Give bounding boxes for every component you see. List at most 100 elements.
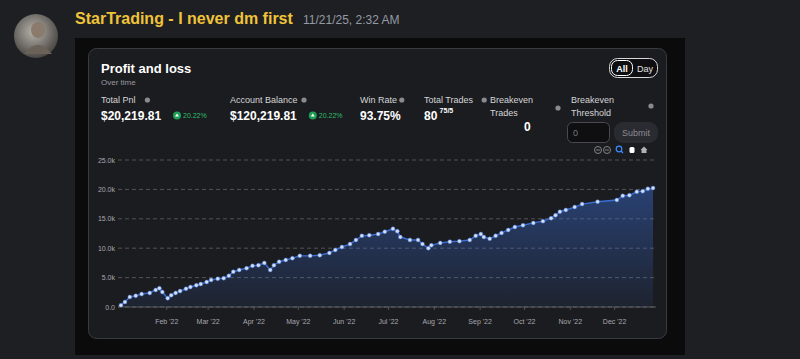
x-tick [344,307,345,310]
point [615,198,619,202]
point [290,256,294,260]
avatar-figure [24,45,52,54]
point [383,230,387,234]
point [157,286,161,290]
point [641,189,645,193]
point [140,292,144,296]
avatar-figure [31,22,45,38]
stat-label: BreakevenTrades [490,95,533,118]
timestamp: 11/21/25, 2:32 AM [303,13,400,27]
x-tick-label: Aug '22 [423,318,447,326]
x-tick [480,307,481,310]
point [308,254,312,258]
toolbar-icon[interactable] [595,147,602,154]
toolbar-icon-part [605,150,609,151]
point [360,234,364,238]
x-tick [253,307,254,310]
threshold-input[interactable] [568,123,610,143]
x-tick [524,307,525,310]
x-tick [570,307,571,310]
toggle-active[interactable] [612,61,633,76]
input-placeholder[interactable]: 0 [573,128,578,138]
label-line: Trades [490,108,518,118]
point [521,223,525,227]
line [121,188,653,305]
point [256,263,260,267]
area [121,188,653,307]
x-tick-label: Mar '22 [197,318,220,325]
x-tick [298,307,299,310]
point [268,268,272,272]
point [174,291,178,295]
point [627,193,631,197]
point [237,268,241,272]
point [199,282,203,286]
submit-label[interactable]: Submit [622,128,651,138]
y-tick-label: 0.0 [105,304,115,311]
point [438,241,442,245]
x-tick-label: Sep '22 [468,318,492,326]
info-icon [555,105,560,110]
x-tick-label: Nov '22 [559,318,583,325]
point [564,208,568,212]
point [340,245,344,249]
x-tick [166,307,167,310]
point [205,280,209,284]
point [298,254,302,258]
point [395,229,399,233]
point [184,287,188,291]
plot-area [119,186,655,307]
point [227,274,231,278]
point [580,202,584,206]
x-tick [614,307,615,310]
info-icon [482,97,487,102]
point [553,213,557,217]
up-arrow [311,114,315,117]
y-tick-label: 10.0k [98,245,116,252]
point [354,238,358,242]
chart-title: Profit and loss [101,61,191,76]
stat-value: $20,219.81 [101,109,161,123]
stat-value: $120,219.81 [230,109,297,123]
background [0,0,800,359]
point [376,232,380,236]
point [408,238,412,242]
y-tick-label: 15.0k [98,215,116,222]
point [251,264,255,268]
point [621,194,625,198]
point [128,295,132,299]
toggle-option[interactable]: All [616,64,628,74]
point [119,303,123,307]
point [429,243,433,247]
username[interactable]: StarTrading - I never dm first [75,10,294,27]
toolbar-icon[interactable] [616,146,622,152]
point [420,242,424,246]
embed-image [75,38,685,355]
label-line: Threshold [571,108,611,118]
point [245,266,249,270]
toggle-option[interactable]: Day [637,64,654,74]
point [209,278,213,282]
up-arrow [175,114,179,117]
toolbar-icon-part [621,151,623,153]
toolbar-icon[interactable] [630,147,635,153]
info-icon [648,103,653,108]
y-tick-label: 5.0k [102,274,116,281]
point [123,300,127,304]
point [494,234,498,238]
toolbar-icon[interactable] [641,147,648,154]
toolbar-icon[interactable] [604,147,611,154]
point [262,261,266,265]
point [596,200,600,204]
point [541,219,545,223]
toggle [610,59,658,78]
point [154,288,158,292]
point [284,258,288,262]
point [531,221,535,225]
submit-button[interactable] [614,122,658,143]
stat-value: 80 [424,109,438,123]
info-icon [399,97,404,102]
card [89,49,667,339]
point [188,285,192,289]
point [391,227,395,231]
